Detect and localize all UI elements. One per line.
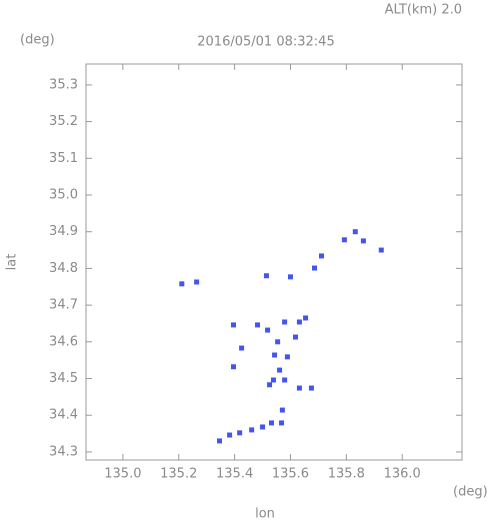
echo-point bbox=[277, 367, 283, 373]
x-tick-label: 135.2 bbox=[160, 467, 197, 482]
y-tick-label: 35.2 bbox=[49, 114, 78, 129]
echo-point bbox=[249, 427, 255, 433]
y-tick-label: 35.1 bbox=[49, 151, 78, 166]
echo-point bbox=[341, 237, 347, 243]
echo-point bbox=[312, 265, 318, 271]
x-tick-label: 135.0 bbox=[104, 467, 141, 482]
echo-point bbox=[275, 339, 281, 345]
echo-point bbox=[268, 420, 274, 426]
echo-point bbox=[230, 364, 236, 370]
x-tick-label: 136.0 bbox=[384, 467, 421, 482]
echo-point bbox=[284, 354, 290, 360]
x-tick-label: 135.8 bbox=[328, 467, 365, 482]
echo-point bbox=[296, 385, 302, 391]
echo-point bbox=[282, 377, 288, 383]
echo-point bbox=[194, 279, 200, 285]
echo-point bbox=[360, 238, 366, 244]
echo-point bbox=[287, 274, 293, 280]
echo-point bbox=[352, 229, 358, 235]
echo-point bbox=[237, 430, 243, 436]
echo-point bbox=[272, 352, 278, 358]
echo-point bbox=[282, 319, 288, 325]
y-tick-label: 34.3 bbox=[49, 444, 78, 459]
echo-point bbox=[270, 377, 276, 383]
echo-point bbox=[378, 247, 384, 253]
x-tick-label: 135.6 bbox=[272, 467, 309, 482]
y-tick-label: 34.4 bbox=[49, 408, 78, 423]
y-tick-label: 34.5 bbox=[49, 371, 78, 386]
y-tick-label: 34.6 bbox=[49, 334, 78, 349]
x-unit: (deg) bbox=[453, 485, 488, 500]
echo-point bbox=[217, 438, 223, 444]
echo-point bbox=[308, 385, 314, 391]
y-tick-label: 35.3 bbox=[49, 77, 78, 92]
echo-point bbox=[260, 424, 266, 430]
echo-point bbox=[318, 253, 324, 259]
y-tick-label: 35.0 bbox=[49, 188, 78, 203]
echo-point bbox=[279, 420, 285, 426]
y-tick-label: 34.7 bbox=[49, 298, 78, 313]
x-tick-label: 135.4 bbox=[216, 467, 253, 482]
echo-point bbox=[265, 327, 271, 333]
altitude-label: ALT(km) 2.0 bbox=[385, 3, 462, 18]
y-unit: (deg) bbox=[20, 33, 55, 48]
echo-point bbox=[230, 322, 236, 328]
echo-point bbox=[279, 407, 285, 413]
echo-point bbox=[239, 345, 245, 351]
y-tick-label: 34.9 bbox=[49, 224, 78, 239]
chart-title: 2016/05/01 08:32:45 bbox=[197, 35, 334, 50]
echo-point bbox=[255, 322, 261, 328]
y-tick-label: 34.8 bbox=[49, 261, 78, 276]
plot-frame bbox=[85, 63, 463, 461]
x-axis-label: lon bbox=[255, 507, 275, 521]
echo-point bbox=[303, 315, 309, 321]
echo-point bbox=[267, 382, 273, 388]
echo-point bbox=[296, 319, 302, 325]
echo-point bbox=[227, 432, 233, 438]
echo-point bbox=[293, 334, 299, 340]
echo-point bbox=[263, 273, 269, 279]
y-axis-label: lat bbox=[5, 254, 20, 271]
echo-point bbox=[179, 281, 185, 287]
